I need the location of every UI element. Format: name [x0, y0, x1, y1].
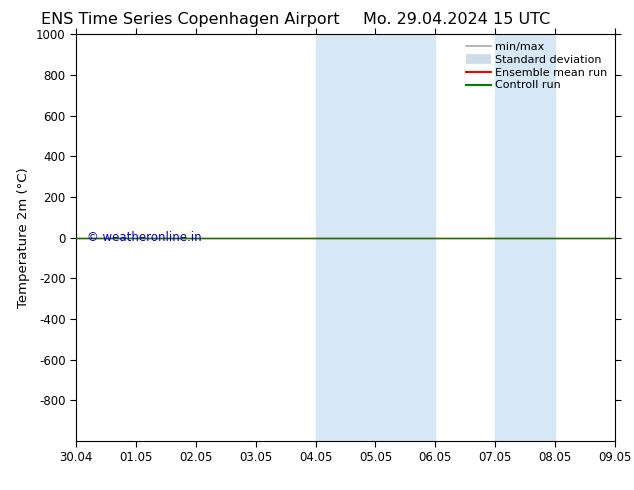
Text: Mo. 29.04.2024 15 UTC: Mo. 29.04.2024 15 UTC [363, 12, 550, 27]
Y-axis label: Temperature 2m (°C): Temperature 2m (°C) [18, 168, 30, 308]
Legend: min/max, Standard deviation, Ensemble mean run, Controll run: min/max, Standard deviation, Ensemble me… [462, 38, 612, 95]
Bar [316, 34, 436, 441]
Text: ENS Time Series Copenhagen Airport: ENS Time Series Copenhagen Airport [41, 12, 340, 27]
Bar [495, 34, 555, 441]
Text: © weatheronline.in: © weatheronline.in [87, 231, 202, 244]
